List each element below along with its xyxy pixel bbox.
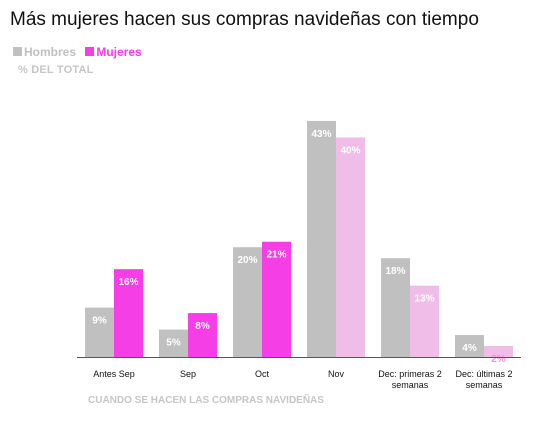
data-label-mujeres-1: 16% — [118, 277, 138, 288]
data-label-mujeres-4: 40% — [340, 145, 360, 156]
bar-hombres-5 — [381, 258, 410, 357]
data-label-hombres-4: 43% — [311, 129, 331, 140]
x-tick-label-6: Dec: últimas 2 semanas — [455, 369, 512, 390]
legend: Hombres Mujeres — [13, 45, 148, 59]
x-axis-title: CUANDO SE HACEN LAS COMPRAS NAVIDEÑAS — [88, 395, 324, 406]
x-tick-label-1: Antes Sep — [93, 369, 135, 379]
data-label-hombres-6: 4% — [462, 343, 477, 354]
data-label-mujeres-2: 8% — [195, 321, 210, 332]
data-label-mujeres-5: 13% — [414, 294, 434, 305]
data-label-hombres-5: 18% — [385, 266, 405, 277]
bar-mujeres-1 — [114, 269, 143, 357]
legend-swatch-mujeres — [85, 47, 95, 56]
bar-hombres-2 — [159, 329, 188, 357]
data-label-hombres-3: 20% — [237, 255, 257, 266]
bar-hombres-1 — [85, 307, 114, 357]
bar-mujeres-2 — [188, 313, 217, 357]
legend-label-mujeres: Mujeres — [96, 45, 142, 59]
bar-mujeres-3 — [262, 241, 291, 357]
bar-mujeres-6 — [484, 346, 513, 357]
bar-mujeres-5 — [410, 285, 439, 357]
x-tick-label-5: Dec: primeras 2 semanas — [378, 369, 442, 390]
legend-item-mujeres: Mujeres — [85, 45, 142, 59]
bar-hombres-4 — [307, 120, 336, 357]
data-label-mujeres-6: 2% — [491, 354, 506, 365]
legend-item-hombres: Hombres — [13, 45, 76, 59]
chart-title: Más mujeres hacen sus compras navideñas … — [10, 9, 479, 30]
data-label-hombres-2: 5% — [166, 338, 181, 349]
bar-hombres-3 — [233, 247, 262, 357]
x-tick-label-4: Nov — [328, 369, 345, 379]
legend-swatch-hombres — [13, 47, 22, 56]
legend-label-hombres: Hombres — [24, 45, 77, 59]
bar-hombres-6 — [455, 335, 484, 357]
chart-subtitle: % DEL TOTAL — [18, 64, 94, 76]
x-tick-label-3: Oct — [255, 369, 270, 379]
data-label-mujeres-3: 21% — [266, 250, 286, 261]
data-label-hombres-1: 9% — [92, 316, 107, 327]
x-tick-label-2: Sep — [180, 369, 196, 379]
bar-mujeres-4 — [336, 137, 365, 357]
